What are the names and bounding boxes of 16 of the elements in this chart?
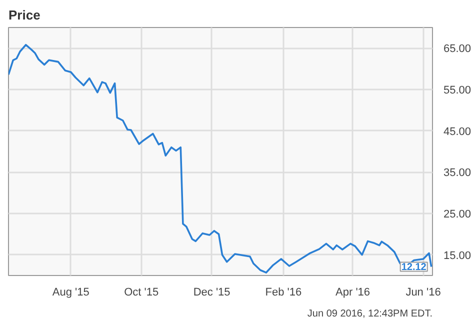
x-tick-label: Dec '15 bbox=[193, 286, 230, 298]
y-tick-label: 45.00 bbox=[444, 126, 472, 138]
y-tick-label: 25.00 bbox=[444, 208, 472, 220]
x-tick-label: Oct '15 bbox=[124, 286, 159, 298]
x-tick-label: Aug '15 bbox=[52, 286, 90, 298]
y-tick-label: 55.00 bbox=[444, 84, 472, 96]
chart-title: Price bbox=[8, 8, 40, 22]
annotation: 12.12 bbox=[401, 262, 427, 274]
y-tick-label: 35.00 bbox=[444, 167, 472, 180]
y-tick-label: 15.00 bbox=[444, 250, 472, 262]
x-tick-label: Jun '16 bbox=[406, 286, 441, 298]
x-tick-label: Feb '16 bbox=[265, 286, 302, 298]
y-tick-label: 65.00 bbox=[444, 43, 472, 56]
text: Jun 09 2016, 12:43PM EDT. bbox=[307, 308, 432, 320]
x-tick-label: Apr '16 bbox=[336, 286, 370, 298]
line-series bbox=[8, 44, 432, 274]
